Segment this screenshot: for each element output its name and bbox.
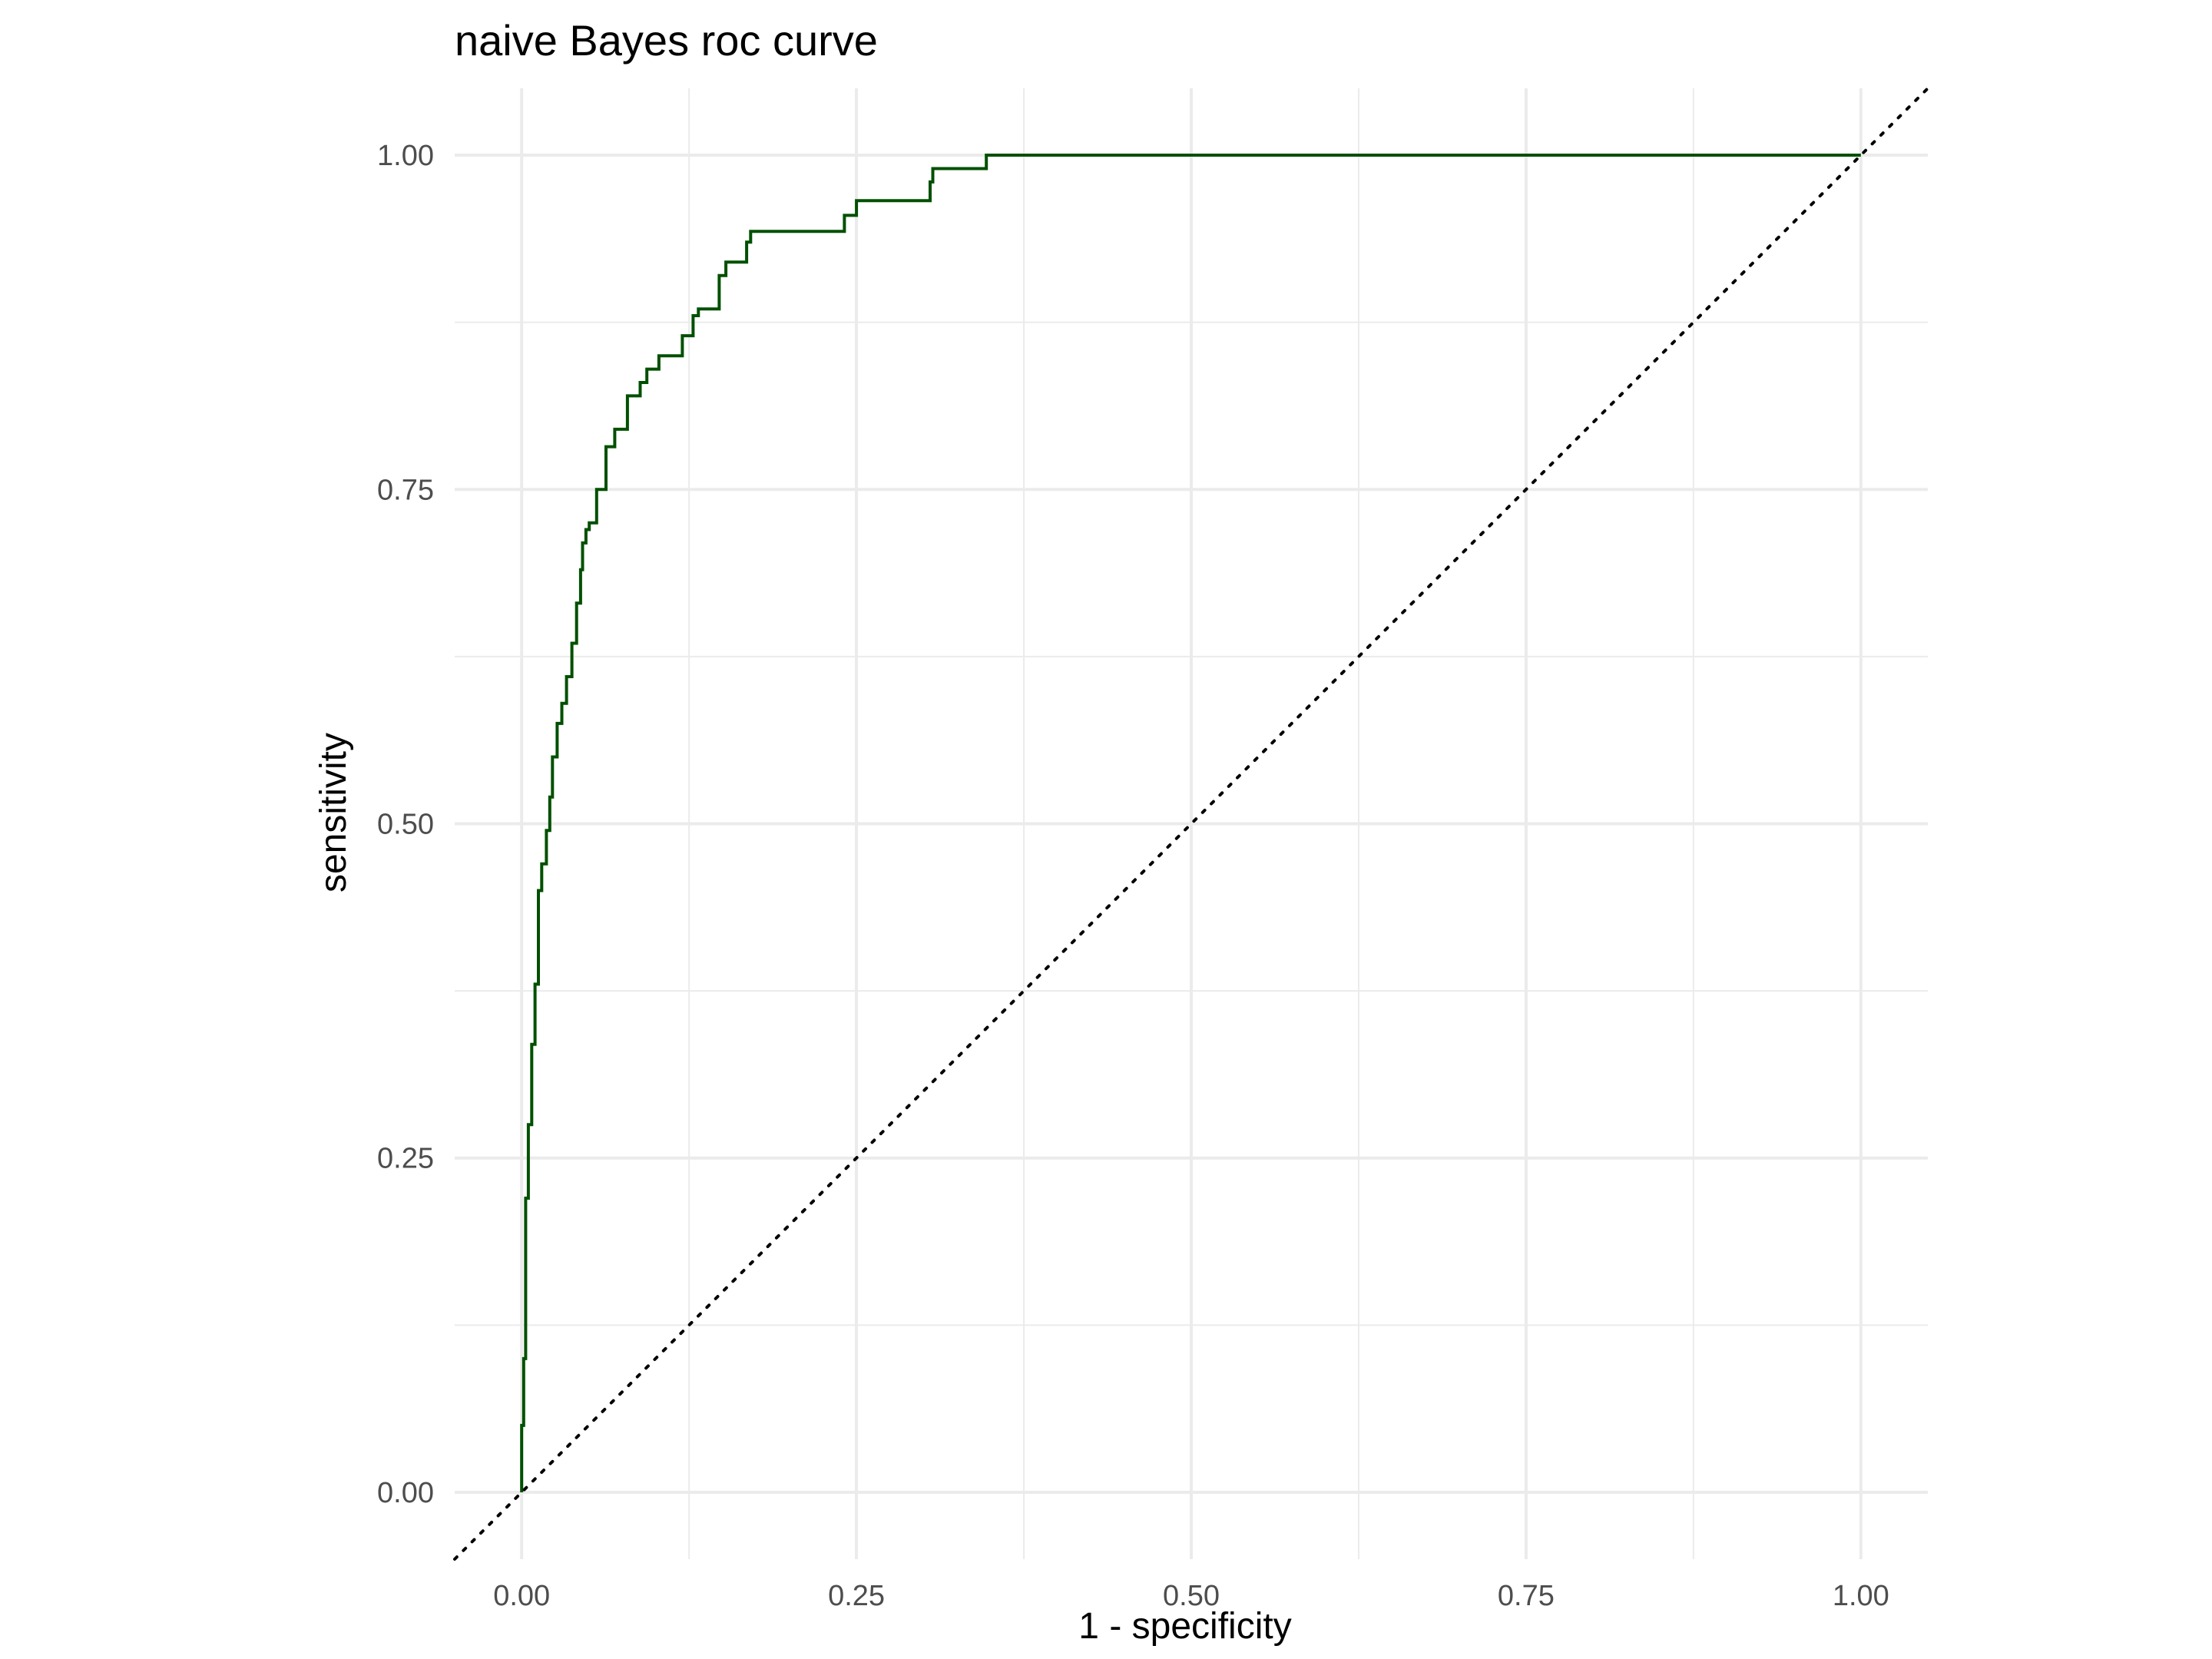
y-tick-label: 0.00 — [377, 1477, 434, 1509]
x-tick-label: 0.50 — [1163, 1580, 1220, 1612]
tick-labels: 0.00 0.25 0.50 0.75 1.00 0.00 0.25 0.50 0.75 1.00 — [377, 140, 1889, 1612]
y-tick-label: 1.00 — [377, 140, 434, 172]
x-tick-label: 0.00 — [493, 1580, 550, 1612]
roc-curve-line — [520, 154, 1861, 1492]
reference-diagonal-line — [453, 87, 1929, 1561]
chart-title: naive Bayes roc curve — [455, 16, 878, 65]
x-tick-label: 0.75 — [1498, 1580, 1555, 1612]
y-axis-title: sensitivity — [313, 733, 354, 892]
series-layer — [453, 87, 1929, 1561]
x-axis-title: 1 - specificity — [1078, 1606, 1291, 1647]
x-tick-label: 0.25 — [828, 1580, 885, 1612]
y-tick-label: 0.50 — [377, 809, 434, 841]
y-tick-label: 0.25 — [377, 1143, 434, 1175]
x-tick-label: 1.00 — [1833, 1580, 1889, 1612]
y-tick-label: 0.75 — [377, 474, 434, 506]
